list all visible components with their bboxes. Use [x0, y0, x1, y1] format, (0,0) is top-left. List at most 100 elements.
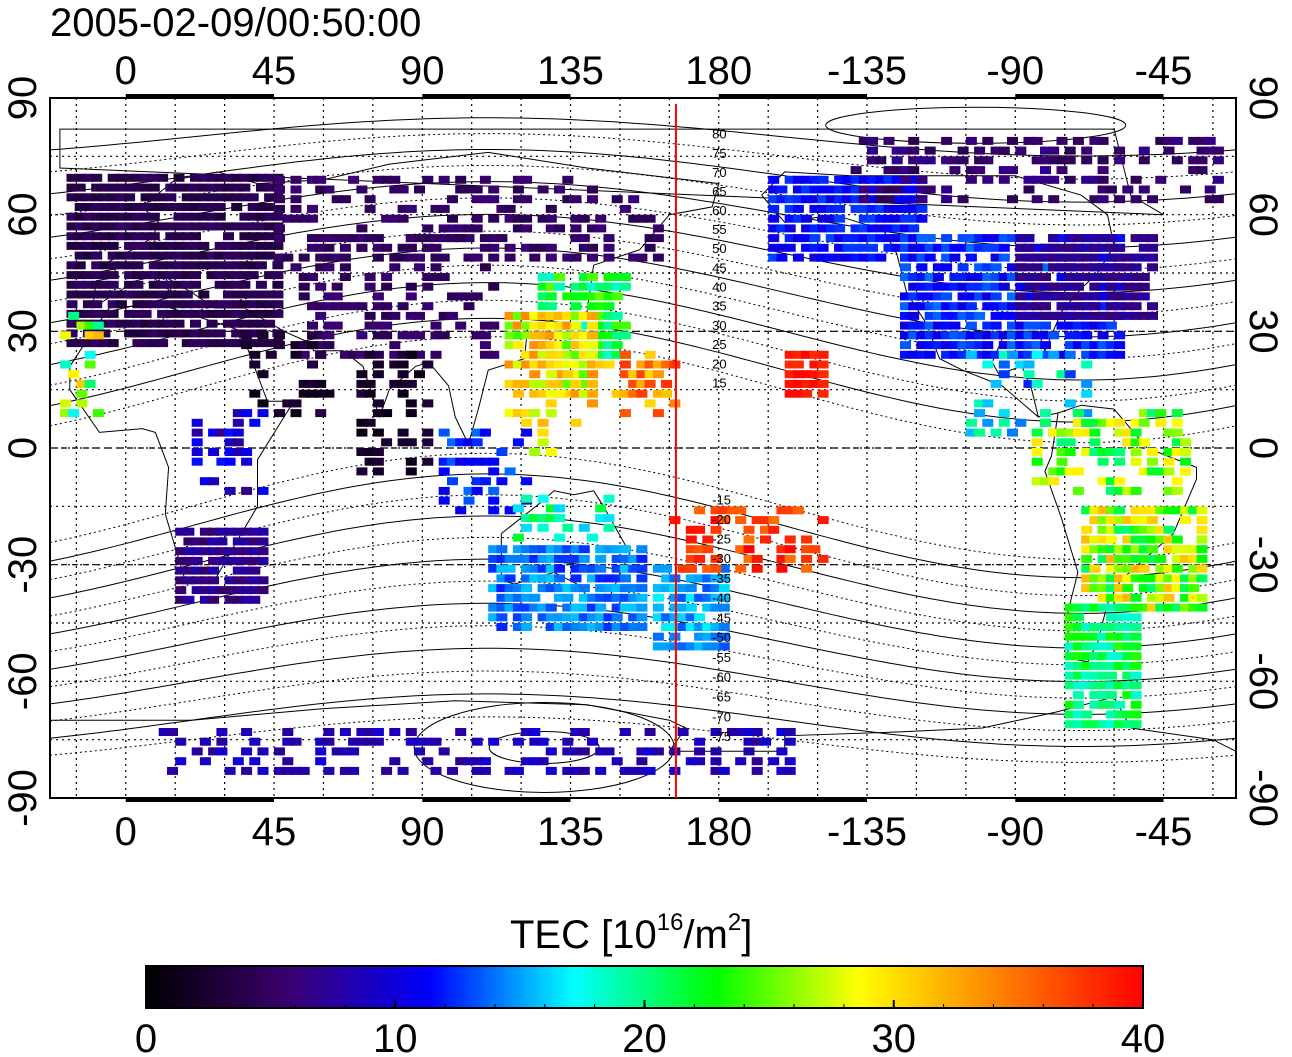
tec-cell [891, 195, 903, 204]
tec-cell [1171, 428, 1183, 437]
tec-cell [949, 156, 961, 165]
tec-cell [587, 243, 598, 252]
tec-cell [694, 623, 706, 631]
tec-cell [255, 212, 267, 221]
tec-cell [974, 331, 986, 340]
tec-cell [652, 370, 664, 379]
tec-cell [381, 311, 393, 320]
tec-cell [941, 234, 953, 243]
tec-cell [504, 243, 516, 252]
tec-cell [1031, 243, 1043, 252]
tec-cell [504, 409, 516, 418]
tec-cell [115, 212, 127, 221]
tec-cell [264, 222, 276, 231]
tec-cell [1171, 486, 1183, 495]
tec-cell [124, 329, 136, 338]
tec-cell [1188, 136, 1200, 145]
tec-cell [504, 554, 516, 563]
tec-cell [702, 593, 714, 602]
tec-cell [438, 496, 450, 505]
tec-cell [1097, 253, 1109, 262]
tec-cell [521, 195, 533, 204]
tec-cell [710, 728, 722, 736]
tec-cell [941, 341, 953, 350]
tec-cell [272, 241, 284, 250]
tec-cell [247, 203, 259, 211]
tec-cell [239, 193, 251, 202]
tec-cell [1015, 243, 1027, 252]
tec-cell [307, 331, 318, 340]
tec-cell [1130, 700, 1142, 709]
tec-cell [255, 300, 267, 309]
tec-cell [231, 290, 243, 299]
tec-cell [1105, 681, 1117, 690]
tec-cell [92, 321, 104, 330]
tec-cell [422, 302, 434, 311]
tec-cell [298, 389, 310, 398]
tec-cell [76, 321, 88, 330]
tec-cell [1072, 243, 1084, 252]
tec-cell [1089, 175, 1101, 184]
tec-cell [190, 251, 201, 260]
tec-cell [1064, 146, 1076, 155]
tec-cell [776, 185, 788, 194]
tec-cell [1072, 661, 1084, 670]
tec-cell [91, 203, 103, 211]
tec-cell [562, 623, 574, 631]
tec-cell [669, 747, 681, 756]
lat-tick-label: -30 [1, 536, 45, 594]
tec-cell [414, 350, 425, 359]
tec-cell [372, 467, 384, 476]
tec-cell [554, 514, 565, 523]
tec-cell [1031, 175, 1043, 184]
tec-cell [784, 389, 796, 398]
tec-cell [760, 737, 771, 746]
tec-cell [595, 360, 607, 369]
tec-cell [132, 280, 144, 289]
tec-cell [1147, 584, 1158, 593]
tec-cell [521, 584, 533, 593]
colorbar-tick-label: 30 [872, 1017, 917, 1057]
tec-cell [1130, 691, 1142, 700]
tec-cell [1138, 516, 1150, 525]
tec-cell [949, 321, 961, 330]
tec-cell [1105, 263, 1117, 272]
tec-cell [1196, 545, 1208, 554]
tec-cell [710, 506, 722, 515]
tec-cell [570, 766, 582, 775]
tec-cell [356, 728, 368, 736]
tec-cell [529, 243, 541, 252]
tec-cell [1114, 710, 1126, 719]
tec-cell [148, 173, 160, 182]
tec-cell [990, 273, 1002, 281]
tec-cell [231, 329, 243, 338]
tec-cell [1064, 156, 1076, 165]
tec-cell [488, 486, 500, 495]
tec-cell [199, 527, 211, 536]
tec-cell [562, 331, 574, 340]
tec-cell [1130, 661, 1142, 670]
tec-cell [957, 146, 969, 155]
tec-cell [858, 253, 870, 262]
tec-cell [1138, 156, 1150, 165]
tec-cell [562, 545, 574, 554]
tec-cell [1114, 623, 1126, 631]
tec-cell [1114, 661, 1126, 670]
tec-cell [965, 253, 977, 262]
tec-cell [257, 527, 269, 536]
tec-cell [1081, 574, 1093, 583]
tec-cell [181, 329, 193, 338]
tec-cell [422, 737, 434, 746]
tec-cell [891, 204, 903, 213]
tec-cell [372, 448, 384, 456]
tec-cell [1114, 146, 1126, 155]
tec-cell [190, 329, 201, 338]
lat-tick-label: 90 [1241, 76, 1285, 121]
tec-cell [858, 185, 870, 194]
tec-cell [1147, 234, 1158, 243]
tec-cell [611, 311, 623, 320]
tec-cell [1089, 234, 1101, 243]
tec-cell [331, 282, 343, 291]
tec-cell [471, 195, 483, 204]
tec-cell [107, 173, 119, 182]
